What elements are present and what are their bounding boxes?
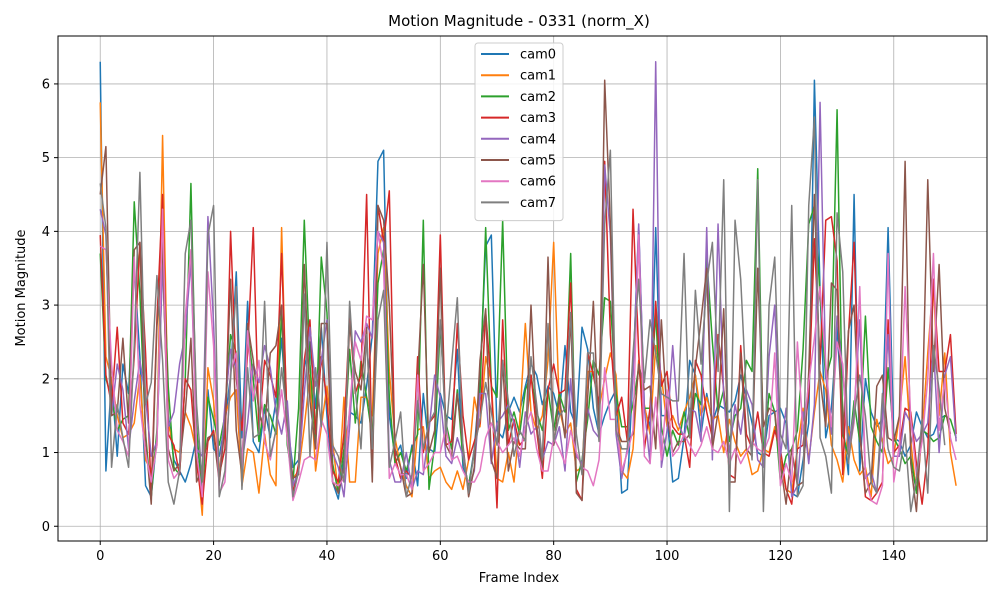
- x-tick-label: 40: [319, 549, 336, 564]
- x-tick-label: 20: [205, 549, 222, 564]
- x-tick-label: 120: [768, 549, 793, 564]
- plot-frame: [57, 35, 988, 542]
- series-line-cam6: [99, 208, 957, 505]
- legend-label-cam3: cam3: [520, 111, 556, 126]
- x-tick-label: 100: [655, 549, 680, 564]
- x-tick-label: 0: [96, 549, 104, 564]
- y-tick-label: 4: [42, 225, 50, 240]
- legend-label-cam0: cam0: [520, 48, 556, 63]
- y-tick-label: 6: [42, 77, 50, 92]
- legend-label-cam4: cam4: [520, 132, 556, 147]
- legend-label-cam5: cam5: [520, 154, 556, 169]
- series-lines: [99, 61, 957, 516]
- x-axis-label: Frame Index: [479, 571, 560, 586]
- legend-label-cam6: cam6: [520, 175, 556, 190]
- y-tick-label: 5: [42, 151, 50, 166]
- y-tick-label: 2: [42, 372, 50, 387]
- x-tick-label: 80: [545, 549, 562, 564]
- y-tick-label: 3: [42, 299, 50, 314]
- chart-title: Motion Magnitude - 0331 (norm_X): [388, 12, 650, 31]
- x-axis-ticks: 0 20 40 60 80 100 120 140: [96, 541, 906, 564]
- y-tick-label: 1: [42, 446, 50, 461]
- y-tick-label: 0: [42, 520, 50, 535]
- legend-label-cam2: cam2: [520, 90, 556, 105]
- x-tick-label: 60: [432, 549, 449, 564]
- legend-box: [474, 42, 564, 222]
- series-line-cam7: [99, 116, 946, 513]
- y-axis-label: Motion Magnitude: [14, 229, 29, 346]
- legend-label-cam7: cam7: [520, 196, 556, 211]
- legend-label-cam1: cam1: [520, 69, 556, 84]
- y-axis-ticks: 0 1 2 3 4 5 6: [42, 77, 58, 535]
- legend: cam0 cam1 cam2 cam3 cam4 cam5 cam6 cam7: [474, 42, 564, 222]
- x-tick-label: 140: [881, 549, 906, 564]
